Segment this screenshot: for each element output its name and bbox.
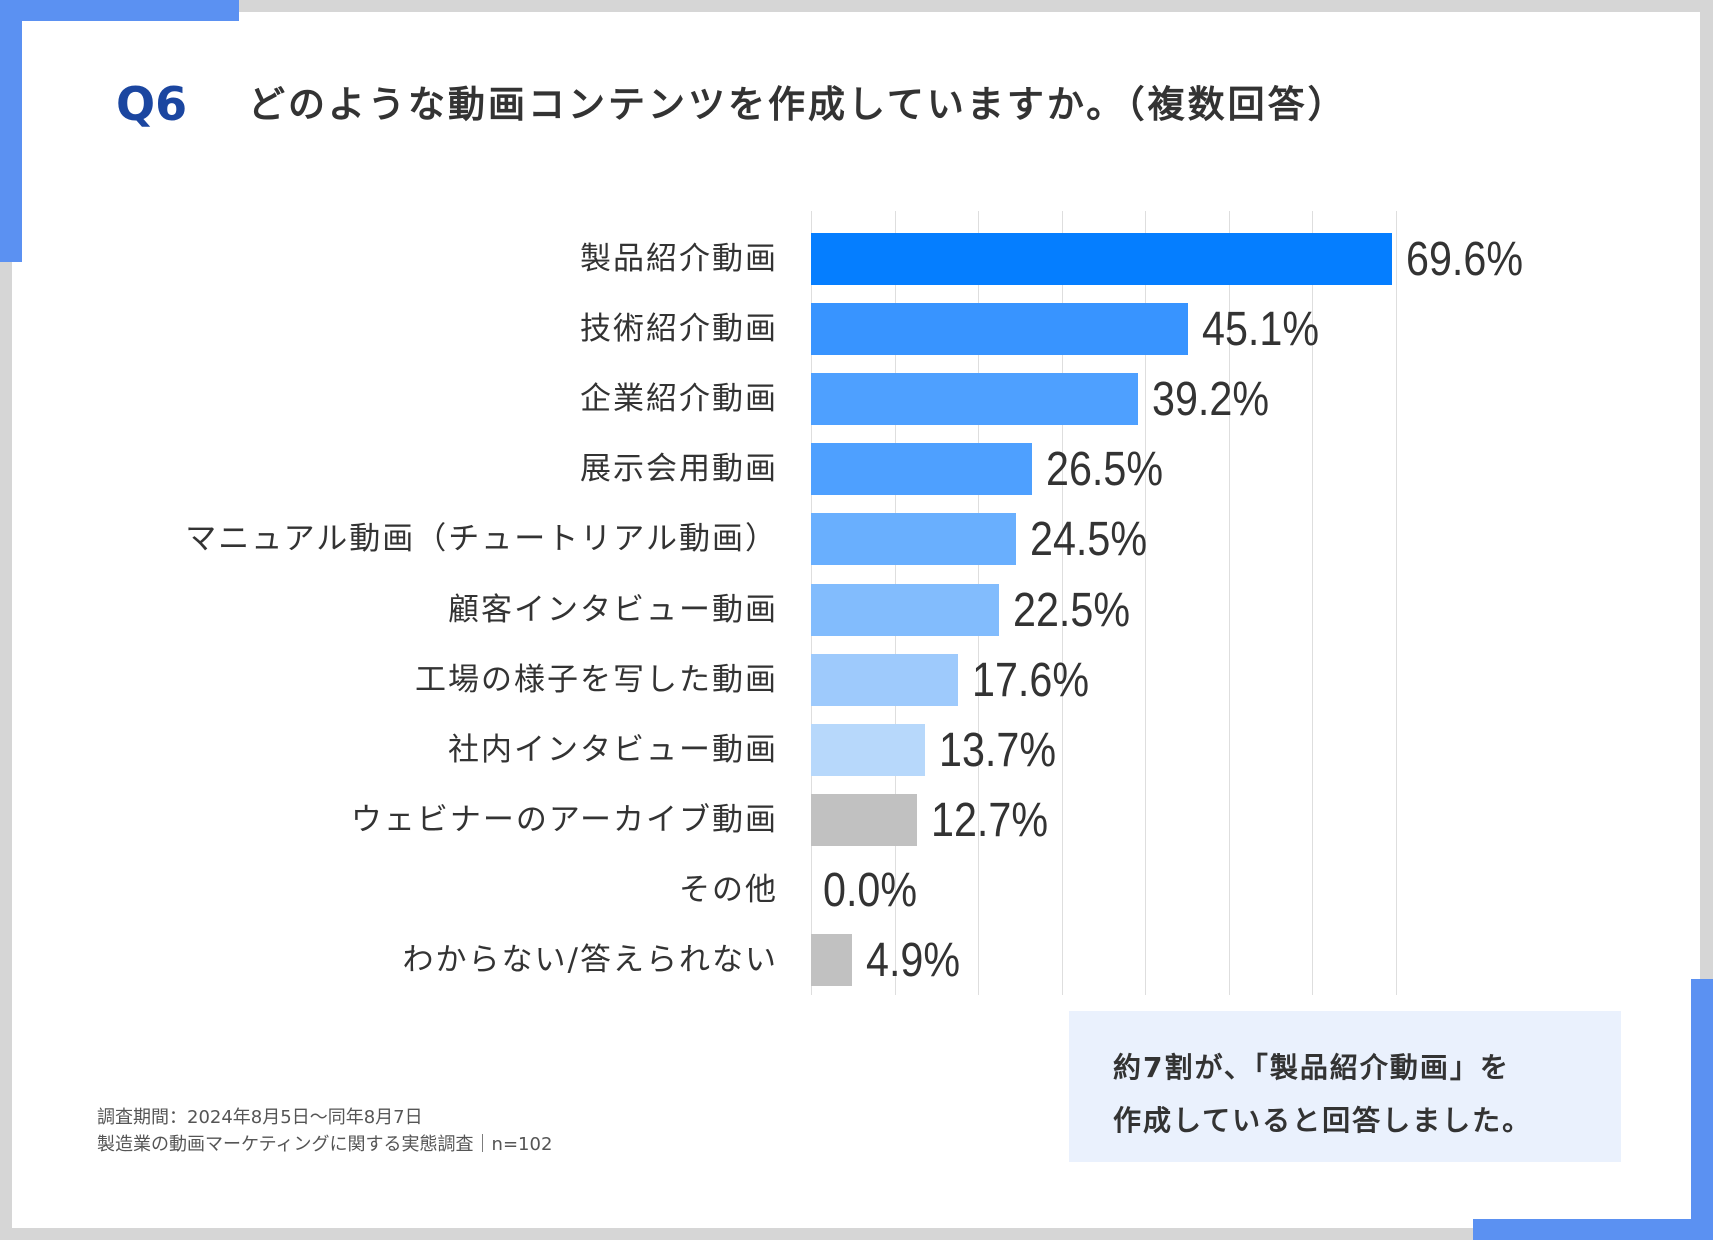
value-label: 4.9%	[866, 934, 961, 987]
value-label: 12.7%	[931, 794, 1049, 847]
value-label: 24.5%	[1030, 513, 1148, 566]
gridline-60	[1312, 211, 1313, 995]
bar	[811, 443, 1032, 495]
category-label: わからない/答えられない	[402, 942, 778, 978]
category-label: 社内インタビュー動画	[448, 732, 778, 768]
bar	[811, 654, 958, 706]
value-label: 45.1%	[1202, 303, 1320, 356]
bar	[811, 373, 1138, 425]
gridline-30	[1062, 211, 1063, 995]
category-label: 顧客インタビュー動画	[448, 592, 778, 628]
bar	[811, 794, 917, 846]
value-label: 22.5%	[1013, 584, 1131, 637]
bar	[811, 233, 1392, 285]
category-label: 企業紹介動画	[580, 381, 778, 417]
bar	[811, 724, 925, 776]
top-left-corner-accent-horizontal	[0, 0, 239, 21]
category-label: 製品紹介動画	[580, 241, 778, 277]
value-label: 26.5%	[1046, 443, 1164, 496]
bar	[811, 584, 999, 636]
value-label: 39.2%	[1152, 373, 1270, 426]
value-label: 69.6%	[1406, 233, 1524, 286]
callout-line-2: 作成していると回答しました。	[1113, 1104, 1533, 1137]
category-label: 展示会用動画	[580, 451, 778, 487]
gridline-40	[1145, 211, 1146, 995]
bar	[811, 303, 1188, 355]
gridline-50	[1229, 211, 1230, 995]
category-label: ウェビナーのアーカイブ動画	[350, 802, 778, 838]
bottom-right-corner-accent-vertical	[1691, 979, 1713, 1240]
value-label: 0.0%	[823, 864, 918, 917]
bar	[811, 934, 852, 986]
value-label: 13.7%	[939, 724, 1057, 777]
bottom-right-corner-accent-horizontal	[1473, 1219, 1713, 1240]
survey-source: 製造業の動画マーケティングに関する実態調査｜n=102	[97, 1134, 553, 1155]
category-label: 技術紹介動画	[580, 311, 778, 347]
footnote: 調査期間：2024年8月5日〜同年8月7日 製造業の動画マーケティングに関する実…	[97, 1104, 552, 1158]
survey-period: 調査期間：2024年8月5日〜同年8月7日	[97, 1107, 423, 1128]
category-label: マニュアル動画（チュートリアル動画）	[185, 521, 778, 557]
callout-text: 約7割が、「製品紹介動画」を 作成していると回答しました。	[1113, 1041, 1532, 1147]
gridline-70	[1396, 211, 1397, 995]
callout-box: 約7割が、「製品紹介動画」を 作成していると回答しました。	[1069, 1011, 1621, 1162]
top-left-corner-accent-vertical	[0, 0, 22, 262]
page-title: どのような動画コンテンツを作成していますか。（複数回答）	[248, 83, 1348, 126]
callout-line-1: 約7割が、「製品紹介動画」を	[1113, 1051, 1510, 1084]
category-label: 工場の様子を写した動画	[415, 662, 778, 698]
question-number: Q6	[116, 77, 188, 131]
bar	[811, 513, 1016, 565]
category-label: その他	[679, 872, 778, 908]
value-label: 17.6%	[972, 654, 1090, 707]
